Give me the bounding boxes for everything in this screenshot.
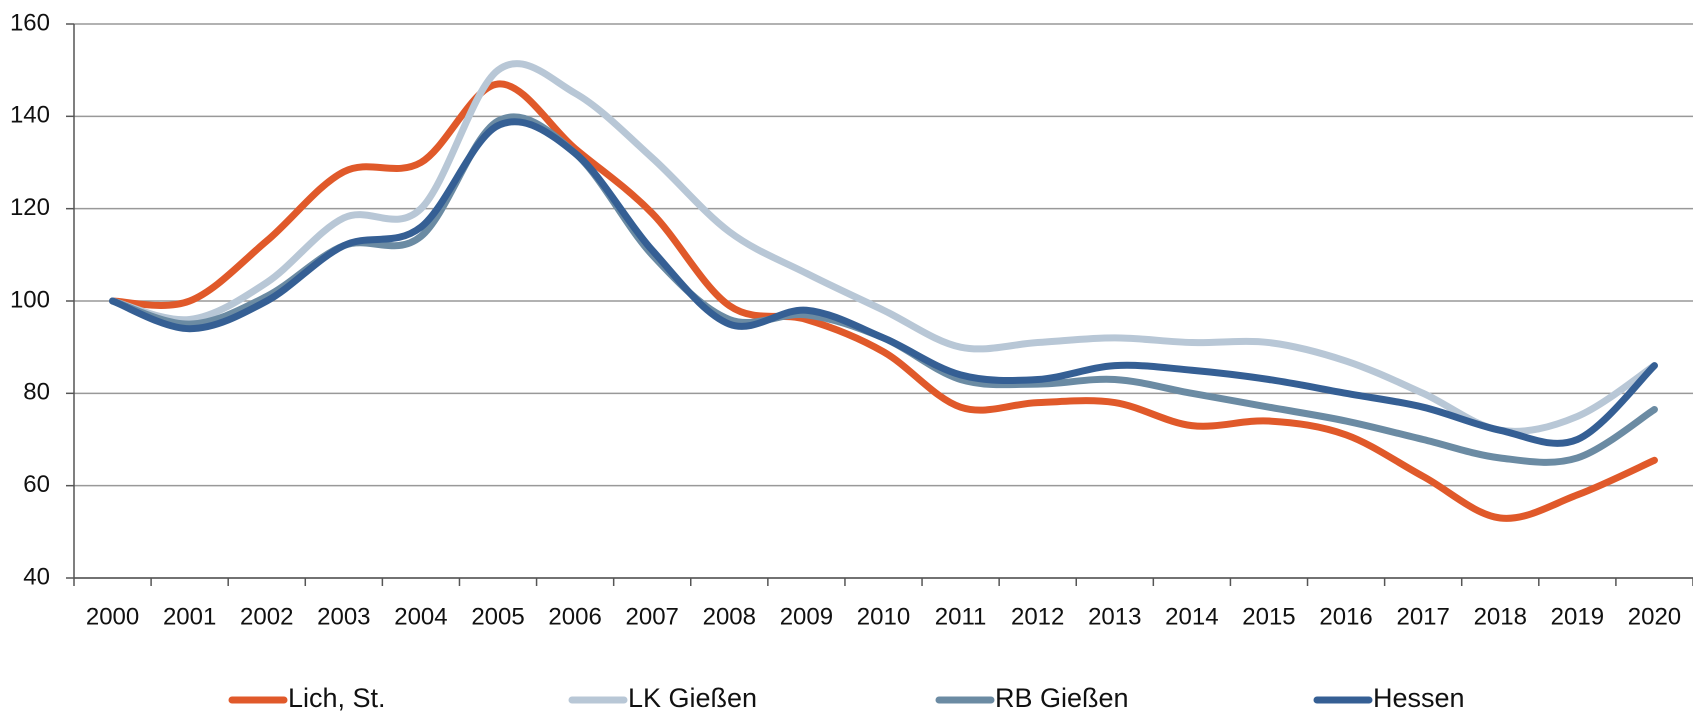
x-tick-label: 2003 [317, 603, 370, 630]
x-tick-label: 2019 [1551, 603, 1604, 630]
x-tick-label: 2001 [163, 603, 216, 630]
y-tick-label: 100 [10, 286, 50, 313]
x-tick-label: 2016 [1319, 603, 1372, 630]
y-tick-label: 40 [23, 563, 50, 590]
x-tick-label: 2004 [394, 603, 447, 630]
y-tick-label: 160 [10, 9, 50, 36]
x-tick-label: 2007 [626, 603, 679, 630]
x-tick-label: 2000 [86, 603, 139, 630]
x-tick-label: 2008 [703, 603, 756, 630]
x-tick-label: 2017 [1396, 603, 1449, 630]
x-tick-label: 2006 [548, 603, 601, 630]
line-series [109, 118, 1658, 447]
x-tick-label: 2005 [471, 603, 524, 630]
x-tick-label: 2018 [1474, 603, 1527, 630]
x-tick-label: 2011 [935, 603, 987, 630]
x-tick-label: 2002 [240, 603, 293, 630]
x-tick-label: 2014 [1165, 603, 1218, 630]
line-series [109, 60, 1658, 435]
y-tick-label: 60 [23, 471, 50, 498]
line-series [109, 80, 1658, 522]
x-tick-label: 2013 [1088, 603, 1141, 630]
legend-label: LK Gießen [628, 683, 757, 713]
x-tick-label: 2010 [857, 603, 910, 630]
y-tick-label: 140 [10, 102, 50, 129]
y-tick-label: 120 [10, 194, 50, 221]
x-tick-label: 2012 [1011, 603, 1064, 630]
legend: Lich, St. LK Gießen RB Gießen Hessen [228, 683, 1465, 713]
x-tick-label: 2015 [1242, 603, 1295, 630]
x-tick-label: 2009 [780, 603, 833, 630]
y-tick-label: 80 [23, 379, 50, 406]
legend-label: Lich, St. [288, 683, 386, 713]
legend-label: RB Gießen [995, 683, 1129, 713]
legend-label: Hessen [1373, 683, 1465, 713]
x-tick-label: 2020 [1628, 603, 1681, 630]
